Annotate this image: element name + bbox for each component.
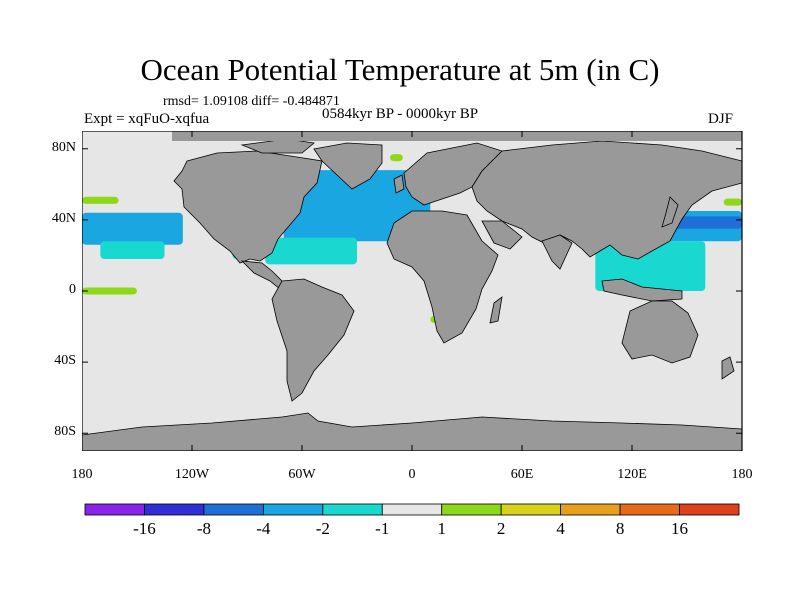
- colorbar-box: [679, 503, 740, 516]
- anomaly-kuroshio-cold-core: [668, 216, 742, 229]
- antarctica-land: [82, 412, 742, 451]
- anomaly-east-pacific-north-warm: [82, 196, 119, 204]
- indonesia-land: [601, 278, 683, 302]
- y-tick-label: 40S: [54, 353, 76, 369]
- colorbar-box: [560, 503, 621, 516]
- land-layer: [82, 138, 742, 451]
- australia-land: [621, 300, 699, 364]
- colorbar-boxes: [84, 503, 740, 516]
- anomaly-labrador-warm: [390, 154, 403, 162]
- colorbar-box: [500, 503, 562, 516]
- period-label: 0584kyr BP - 0000kyr BP: [322, 106, 479, 122]
- india-land: [541, 234, 573, 270]
- madagascar-land: [489, 296, 503, 324]
- new-zealand-land: [721, 356, 735, 380]
- y-tick-label: 80N: [51, 139, 76, 155]
- x-tick-label: 60W: [288, 467, 316, 482]
- stats-label: rmsd= 1.09108 diff= -0.484871: [163, 94, 340, 109]
- anomaly-north-pacific-cold-east: [100, 241, 165, 259]
- colorbar-label: -8: [196, 519, 211, 538]
- north-america-land: [173, 150, 323, 264]
- japan-land: [661, 196, 679, 228]
- asia-land: [471, 140, 742, 260]
- colorbar-box: [84, 503, 145, 516]
- y-tick-label: 0: [69, 282, 76, 297]
- colorbar-label: 1: [437, 519, 446, 538]
- colorbar-label: -2: [315, 519, 330, 538]
- colorbar-label: 4: [556, 519, 565, 538]
- europe-land: [403, 142, 503, 206]
- season-label: DJF: [708, 111, 734, 127]
- colorbar-box: [262, 503, 324, 516]
- colorbar-label: 16: [671, 519, 689, 538]
- colorbar-box: [441, 503, 502, 516]
- colorbar-box: [203, 503, 264, 516]
- x-tick-label: 120W: [174, 467, 210, 482]
- arctic-land: [172, 131, 742, 141]
- x-tick-label: 60E: [510, 467, 534, 482]
- experiment-label: Expt = xqFuO-xqfua: [84, 111, 210, 127]
- y-tick-label: 80S: [54, 424, 76, 440]
- africa-land: [386, 210, 499, 344]
- anomaly-subtropical-atlantic-cool: [265, 237, 357, 265]
- x-tick-label: 180: [71, 467, 93, 482]
- x-tick-label: 180: [731, 467, 753, 482]
- colorbar-label: -1: [375, 519, 390, 538]
- south-america-land: [271, 278, 355, 402]
- anomaly-equatorial-pacific-warm: [82, 287, 137, 295]
- x-tick-label: 120E: [617, 467, 647, 482]
- greenland-land: [313, 142, 383, 190]
- colorbar: [84, 503, 740, 516]
- uk-land: [393, 174, 405, 194]
- colorbar-label: 8: [615, 519, 625, 538]
- colorbar-box: [381, 503, 443, 516]
- map-plot: [82, 131, 743, 451]
- x-tick-label: 0: [408, 467, 416, 482]
- colorbar-label: -16: [133, 519, 156, 538]
- y-tick-label: 40N: [51, 210, 76, 226]
- colorbar-label: -4: [256, 519, 271, 538]
- colorbar-box: [144, 503, 205, 516]
- colorbar-label: 2: [496, 519, 506, 538]
- anomaly-north-pacific-cold-west: [82, 212, 183, 245]
- colorbar-box: [619, 503, 680, 516]
- colorbar-box: [322, 503, 383, 516]
- plot-title: Ocean Potential Temperature at 5m (in C): [140, 52, 660, 87]
- arabia-land: [481, 220, 523, 250]
- tick-layer: [82, 131, 743, 451]
- anomaly-east-pacific-north-warm-2: [723, 198, 742, 206]
